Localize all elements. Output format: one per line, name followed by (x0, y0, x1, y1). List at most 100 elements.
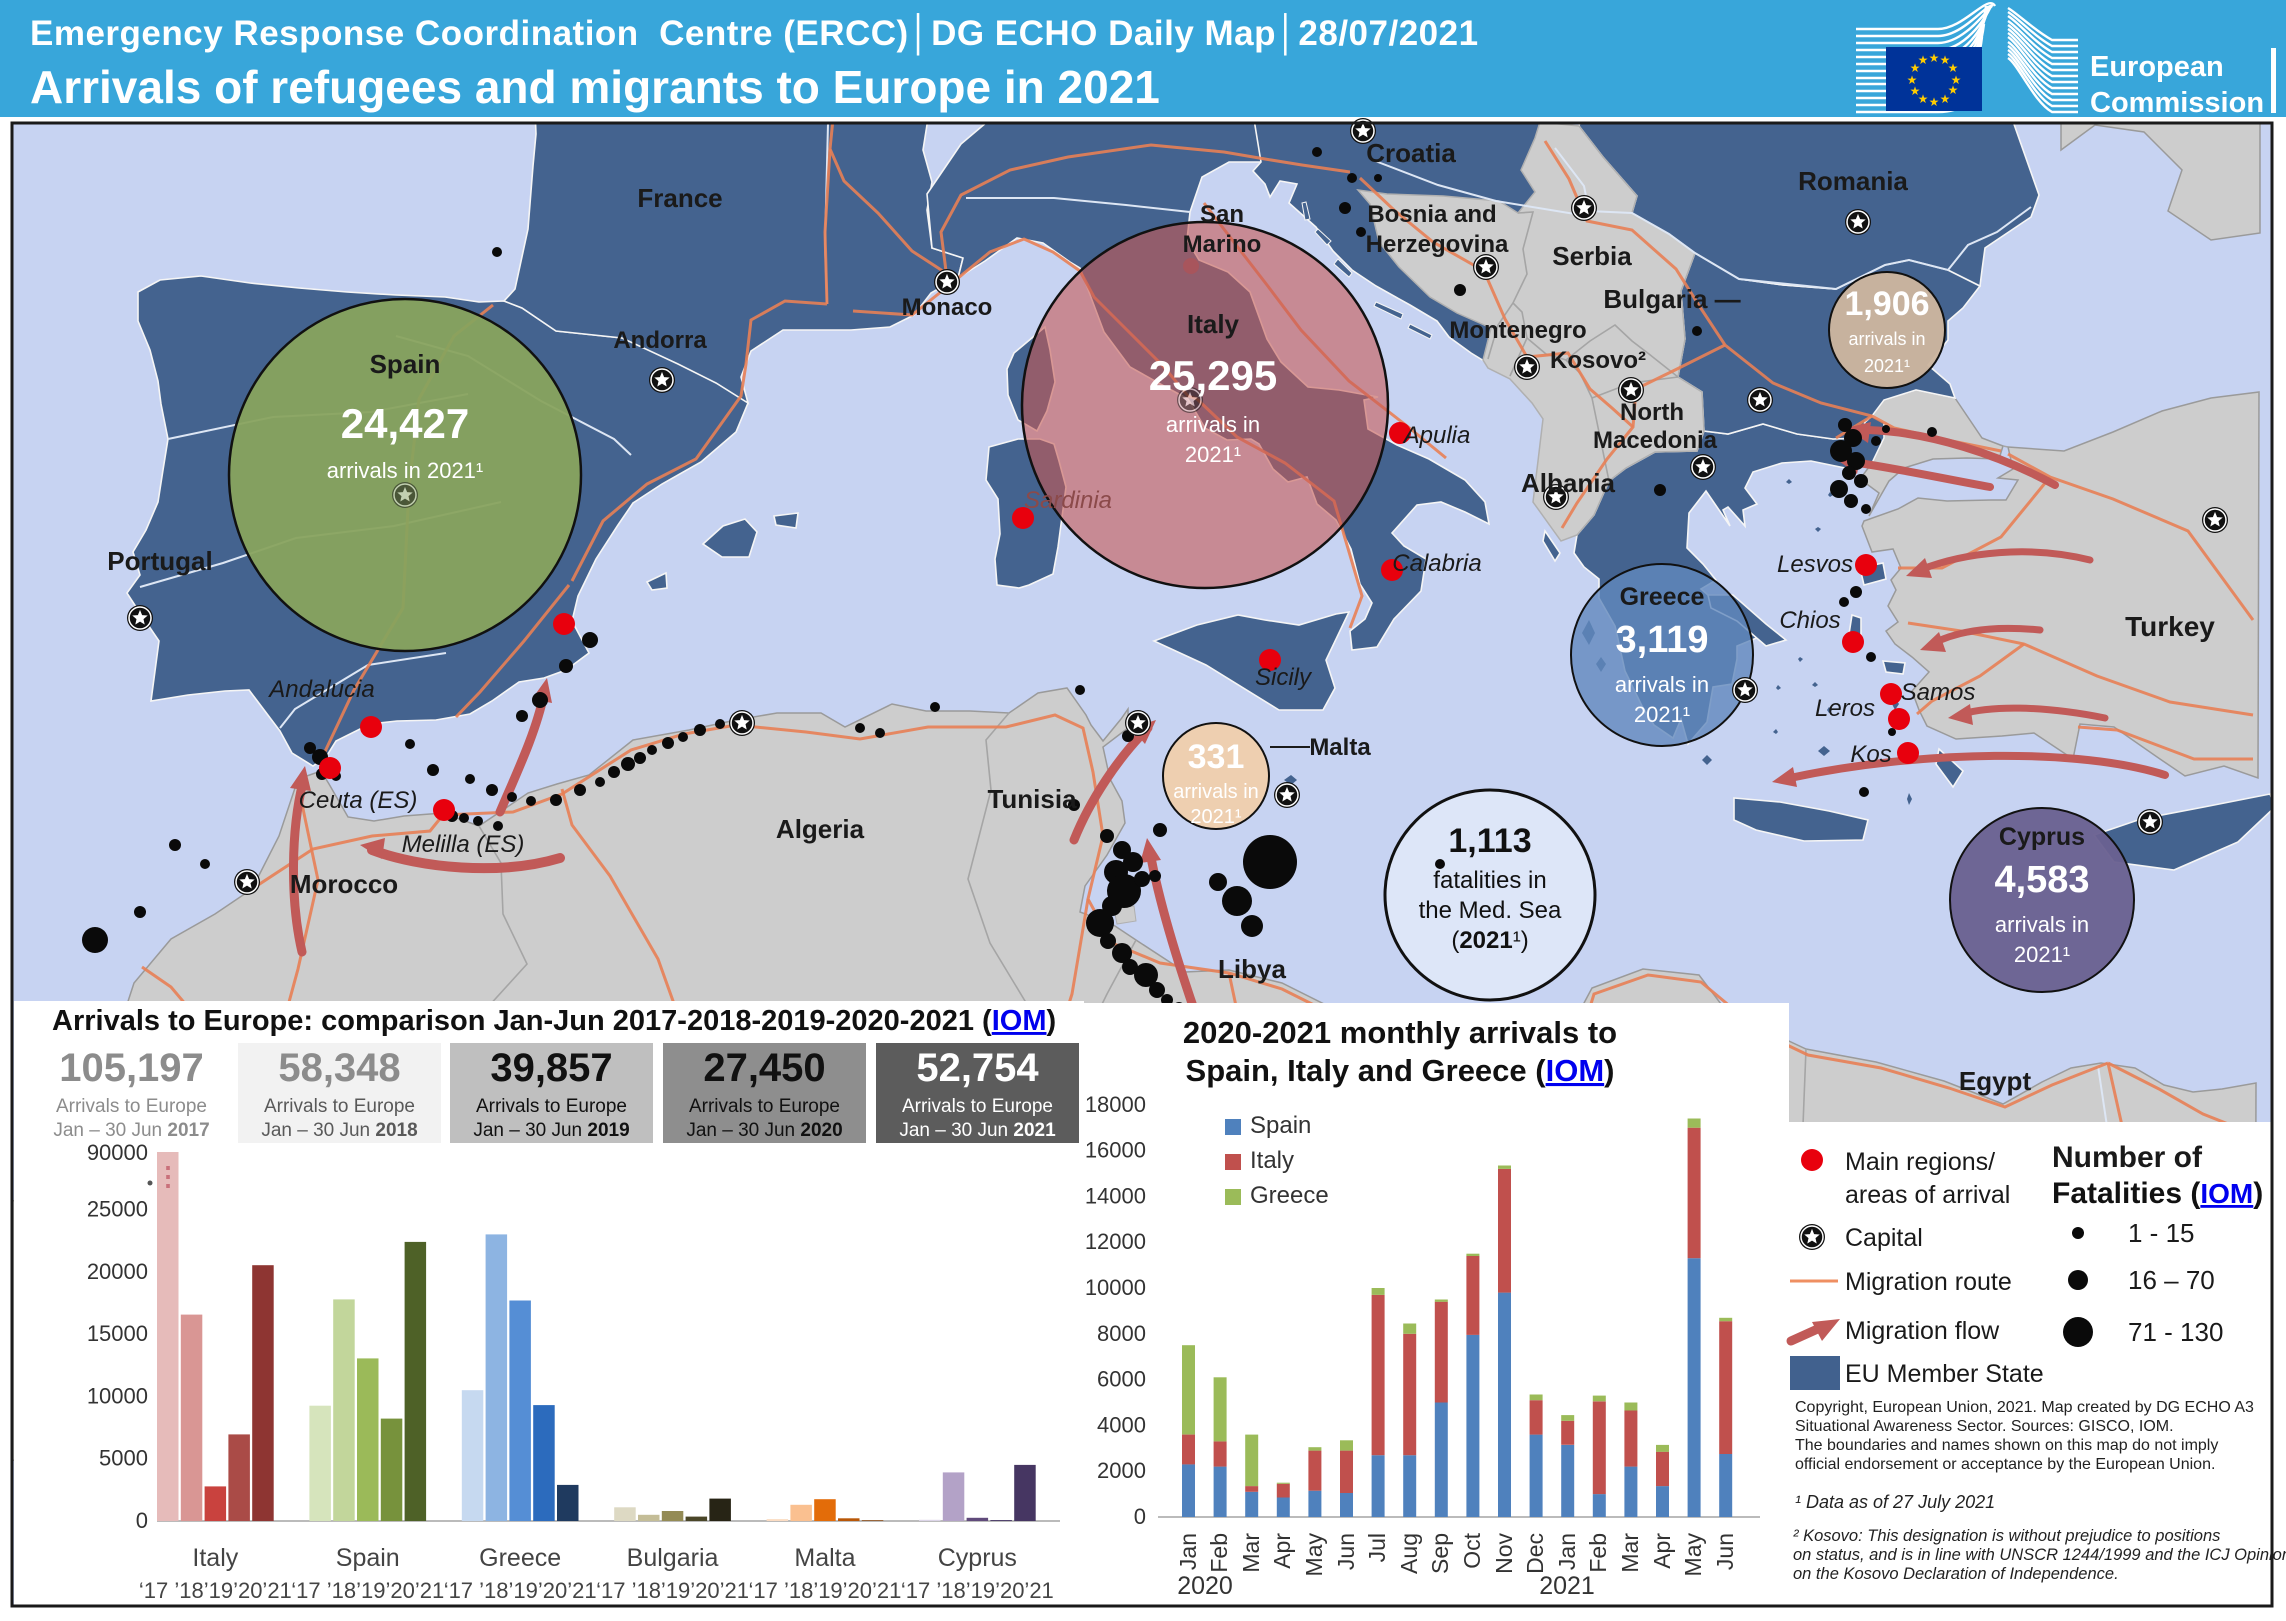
svg-text:Fatalities (IOM): Fatalities (IOM) (2052, 1177, 2263, 1210)
svg-text:Jan – 30 Jun 2018: Jan – 30 Jun 2018 (261, 1120, 417, 1141)
svg-text:Kosovo²: Kosovo² (1550, 347, 1646, 374)
svg-text:Feb: Feb (1585, 1533, 1611, 1573)
svg-text:Bulgaria: Bulgaria (627, 1544, 719, 1572)
svg-text:Macedonia: Macedonia (1593, 427, 1718, 454)
svg-text:Lesvos: Lesvos (1777, 551, 1853, 578)
svg-text:May: May (1301, 1533, 1327, 1577)
svg-text:★: ★ (1910, 61, 1921, 75)
svg-text:‘17 ’18’19’20’21: ‘17 ’18’19’20’21 (444, 1578, 597, 1603)
svg-text:★: ★ (1929, 51, 1940, 65)
svg-text:58,348: 58,348 (278, 1046, 400, 1090)
svg-text:arrivals in: arrivals in (1166, 412, 1260, 437)
svg-text:Marino: Marino (1183, 231, 1262, 258)
svg-text:4,583: 4,583 (1994, 859, 2089, 901)
svg-text:‘17 ’18’19’20’21: ‘17 ’18’19’20’21 (596, 1578, 749, 1603)
svg-text:3,119: 3,119 (1616, 619, 1709, 661)
svg-text:Mar: Mar (1238, 1533, 1264, 1573)
svg-text:★: ★ (1929, 95, 1940, 109)
svg-text:Samos: Samos (1901, 679, 1976, 706)
svg-text:‘17 ’18’19’20’21: ‘17 ’18’19’20’21 (901, 1578, 1054, 1603)
svg-text:★: ★ (1940, 53, 1951, 67)
svg-text:Serbia: Serbia (1552, 241, 1632, 271)
svg-text:San: San (1200, 201, 1244, 228)
svg-text:Morocco: Morocco (290, 869, 398, 899)
svg-text:71 - 130: 71 - 130 (2128, 1317, 2223, 1347)
svg-text:Arrivals to Europe: Arrivals to Europe (264, 1096, 415, 1117)
svg-text:★: ★ (1948, 83, 1959, 97)
svg-text:‘17 ’18’19’20’21: ‘17 ’18’19’20’21 (748, 1578, 901, 1603)
svg-text:European: European (2090, 51, 2224, 83)
svg-text:39,857: 39,857 (490, 1046, 612, 1090)
svg-text:2000: 2000 (1097, 1458, 1146, 1483)
svg-text:2021¹: 2021¹ (1864, 356, 1910, 376)
svg-text:Commission: Commission (2090, 87, 2264, 117)
svg-text:Apr: Apr (1269, 1533, 1295, 1569)
svg-text:Apulia: Apulia (1402, 422, 1471, 449)
svg-text:Malta: Malta (794, 1544, 855, 1572)
svg-text:10000: 10000 (1085, 1275, 1146, 1300)
svg-text:arrivals in 2021¹: arrivals in 2021¹ (327, 458, 484, 483)
svg-text:25,295: 25,295 (1149, 352, 1277, 399)
svg-text:2021¹: 2021¹ (1185, 442, 1241, 467)
svg-text:Greece: Greece (479, 1544, 561, 1572)
svg-text:14000: 14000 (1085, 1183, 1146, 1208)
svg-text:arrivals in: arrivals in (1173, 781, 1259, 803)
svg-text:2020: 2020 (1177, 1572, 1233, 1600)
svg-text:2021¹: 2021¹ (1634, 702, 1690, 727)
svg-text:Algeria: Algeria (776, 814, 865, 844)
svg-text:★: ★ (1948, 61, 1959, 75)
svg-text:331: 331 (1188, 738, 1245, 776)
svg-text:4000: 4000 (1097, 1412, 1146, 1437)
svg-text:8000: 8000 (1097, 1321, 1146, 1346)
svg-text:15000: 15000 (87, 1321, 148, 1346)
svg-text:0: 0 (136, 1508, 148, 1533)
svg-text:Libya: Libya (1218, 954, 1286, 984)
svg-text:North: North (1620, 399, 1684, 426)
svg-text:27,450: 27,450 (703, 1046, 825, 1090)
svg-text:EU Member State: EU Member State (1845, 1360, 2044, 1388)
svg-text:20000: 20000 (87, 1259, 148, 1284)
svg-text:on status, and is in line with: on status, and is in line with UNSCR 124… (1793, 1546, 2286, 1564)
svg-text:Jan – 30 Jun 2021: Jan – 30 Jun 2021 (899, 1120, 1056, 1141)
svg-text:6000: 6000 (1097, 1367, 1146, 1392)
svg-text:Jan – 30 Jun 2019: Jan – 30 Jun 2019 (473, 1120, 629, 1141)
svg-text:(2021¹): (2021¹) (1451, 927, 1528, 954)
svg-text:90000: 90000 (87, 1140, 148, 1165)
svg-text:Sardinia: Sardinia (1024, 487, 1112, 514)
svg-text:24,427: 24,427 (341, 400, 469, 447)
svg-text:May: May (1680, 1533, 1706, 1577)
svg-text:arrivals in: arrivals in (1615, 672, 1709, 697)
svg-text:1,113: 1,113 (1448, 822, 1531, 860)
svg-text:Albania: Albania (1521, 468, 1615, 498)
svg-text:Feb: Feb (1206, 1533, 1232, 1573)
svg-text:‘17 ’18’19’20’21: ‘17 ’18’19’20’21 (139, 1578, 292, 1603)
svg-text:Sicily: Sicily (1255, 664, 1313, 691)
svg-text:105,197: 105,197 (59, 1046, 204, 1090)
svg-text:official endorsement or accept: official endorsement or acceptance by th… (1795, 1456, 2215, 1473)
svg-text:Kos: Kos (1850, 741, 1891, 768)
svg-text:25000: 25000 (87, 1197, 148, 1222)
svg-text:Nov: Nov (1491, 1533, 1517, 1574)
svg-text:Cyprus: Cyprus (938, 1544, 1017, 1572)
svg-text:16 – 70: 16 – 70 (2128, 1265, 2215, 1295)
svg-text:Greece: Greece (1620, 583, 1705, 611)
svg-text:Montenegro: Montenegro (1449, 317, 1586, 344)
svg-text:Main regions/: Main regions/ (1845, 1148, 1995, 1176)
svg-text:★: ★ (1910, 84, 1921, 98)
svg-text:Spain: Spain (1250, 1112, 1311, 1139)
svg-text:★: ★ (1918, 92, 1929, 106)
svg-text:Greece: Greece (1250, 1182, 1329, 1209)
svg-text:2021¹: 2021¹ (2014, 942, 2070, 967)
svg-text:Oct: Oct (1459, 1532, 1485, 1568)
svg-text:Cyprus: Cyprus (1999, 823, 2085, 851)
svg-text:² Kosovo: This designation is: ² Kosovo: This designation is without pr… (1793, 1527, 2220, 1545)
svg-text:Croatia: Croatia (1366, 138, 1456, 168)
svg-text:The boundaries and names shown: The boundaries and names shown on this m… (1795, 1437, 2218, 1454)
svg-text:Capital: Capital (1845, 1224, 1923, 1252)
svg-text:Andalucia: Andalucia (267, 676, 374, 703)
svg-text:Situational Awareness Sector.: Situational Awareness Sector. Sources: G… (1795, 1418, 2174, 1435)
svg-text:Andorra: Andorra (613, 327, 707, 354)
svg-text:Leros: Leros (1815, 695, 1875, 722)
svg-text:on the Kosovo Declaration of I: on the Kosovo Declaration of Independenc… (1793, 1565, 2119, 1583)
svg-text:Ceuta (ES): Ceuta (ES) (299, 787, 418, 814)
